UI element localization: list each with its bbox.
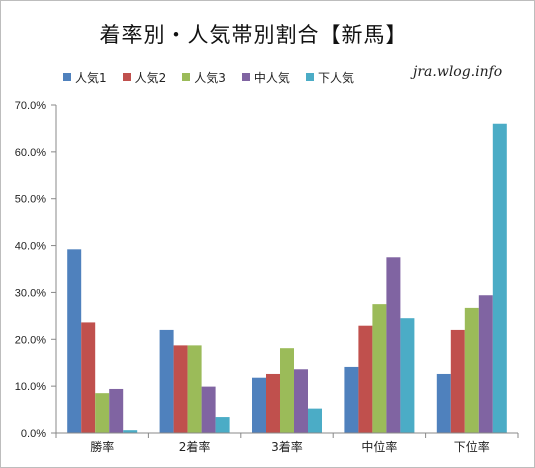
bar-人気1-2着率 [159,329,174,433]
legend-label-2: 人気2 [134,70,167,85]
y-tick-label: 40.0% [15,241,46,253]
bar-下人気-勝率 [123,430,138,433]
x-category-label: 勝率 [90,439,114,454]
bar-人気3-2着率 [187,345,202,433]
legend-swatch-4 [241,73,250,81]
legend-swatch-5 [305,73,314,81]
y-tick-label: 30.0% [15,287,46,299]
bar-人気1-下位率 [436,373,451,433]
x-category-label: 2着率 [179,439,211,454]
y-tick-label: 0.0% [21,428,46,440]
chart-legend: 人気1 人気2 人気3 中人気 下人気 [63,69,370,85]
bar-人気1-中位率 [344,366,359,433]
bar-中人気-3着率 [294,369,308,433]
legend-label-3: 人気3 [194,70,226,85]
legend-label-4: 中人気 [253,70,290,85]
x-category-label: 3着率 [271,439,303,454]
legend-item-5: 下人気 [305,69,354,86]
y-tick-label: 10.0% [15,381,46,393]
bar-中人気-下位率 [478,295,493,433]
x-axis-labels: 勝率 2着率 3着率 中位率 下位率 [90,439,490,454]
bar-人気1-勝率 [67,249,82,433]
bar-中人気-中位率 [386,257,401,433]
chart-title: 着率別・人気帯別割合【新馬】 [99,23,408,47]
legend-label-1: 人気1 [75,70,107,85]
bar-中人気-2着率 [201,386,216,433]
bar-人気2-下位率 [450,329,465,433]
axis-ticks [51,104,519,438]
bar-人気2-3着率 [266,373,280,433]
bar-中人気-勝率 [109,388,124,433]
legend-item-2: 人気2 [122,69,167,86]
bar-下人気-中位率 [400,318,415,433]
x-category-label: 中位率 [361,439,397,454]
legend-swatch-1 [63,73,71,81]
bar-人気3-中位率 [372,304,387,433]
bar-人気2-2着率 [173,345,188,433]
legend-label-5: 下人気 [317,70,354,85]
legend-item-3: 人気3 [182,69,226,86]
y-tick-label: 60.0% [15,147,46,159]
y-tick-label: 20.0% [15,334,46,346]
bar-下人気-2着率 [215,417,230,433]
y-axis-labels: 0.0% 10.0% 20.0% 30.0% 40.0% 50.0% 60.0% 70.0% [15,100,46,440]
y-tick-label: 70.0% [15,100,46,112]
legend-swatch-3 [182,73,191,81]
bars [67,123,507,433]
bar-人気3-下位率 [464,307,479,433]
bar-人気3-勝率 [95,393,110,433]
bar-人気3-3着率 [280,348,294,433]
watermark-text: jra.wlog.info [413,64,503,80]
bar-下人気-下位率 [492,123,507,433]
bar-人気2-勝率 [81,322,96,433]
legend-item-1: 人気1 [63,69,107,86]
bar-人気2-中位率 [358,325,373,433]
bar-下人気-3着率 [308,408,322,433]
y-tick-label: 50.0% [15,194,46,206]
x-category-label: 下位率 [454,439,490,454]
bar-人気1-3着率 [252,377,266,433]
legend-swatch-2 [122,73,131,81]
legend-item-4: 中人気 [241,69,290,86]
